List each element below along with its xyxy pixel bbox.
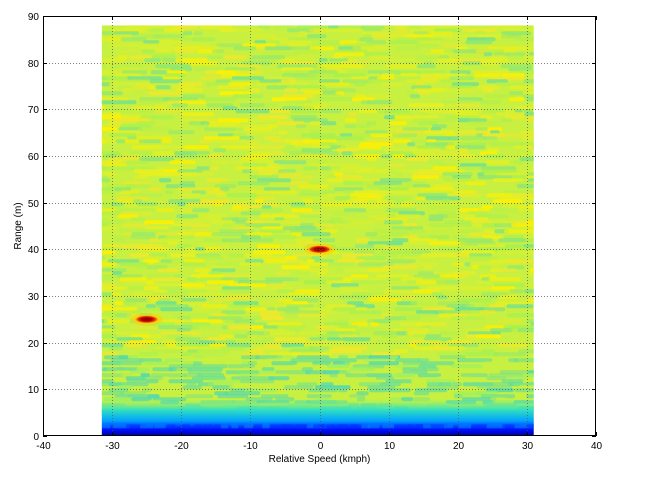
x-tick-label: 30 [522, 441, 534, 452]
heatmap [101, 25, 534, 436]
x-tick-label: -20 [174, 441, 189, 452]
x-tick-label: -30 [105, 441, 120, 452]
y-tick-label: 60 [28, 152, 40, 163]
y-tick-label: 70 [28, 105, 40, 116]
y-tick-label: 50 [28, 199, 40, 210]
y-tick-label: 30 [28, 292, 40, 303]
low-range-texture [101, 424, 534, 429]
x-tick-label: 20 [453, 441, 465, 452]
y-tick-label: 40 [28, 245, 40, 256]
x-tick-label: 0 [318, 441, 324, 452]
x-tick-label: 10 [384, 441, 396, 452]
grid [43, 16, 596, 436]
y-tick-label: 20 [28, 339, 40, 350]
low-range-band [101, 398, 534, 436]
x-tick-label: -40 [36, 441, 51, 452]
x-tick-label: -10 [243, 441, 258, 452]
x-axis-label: Relative Speed (kmph) [269, 454, 371, 465]
target-1 [134, 315, 159, 324]
x-tick-label: 40 [591, 441, 603, 452]
y-axis-label: Range (m) [13, 202, 24, 249]
heatmap-noise [101, 25, 534, 436]
y-tick-label: 0 [33, 432, 39, 443]
y-tick-label: 80 [28, 59, 40, 70]
ticks: -40 -30 -20 -10 0 10 20 30 40 0 10 20 30 40 50 60 70 80 90 [28, 12, 603, 452]
axes-frame [43, 16, 596, 436]
y-tick-label: 10 [28, 385, 40, 396]
y-tick-label: 90 [28, 12, 40, 23]
